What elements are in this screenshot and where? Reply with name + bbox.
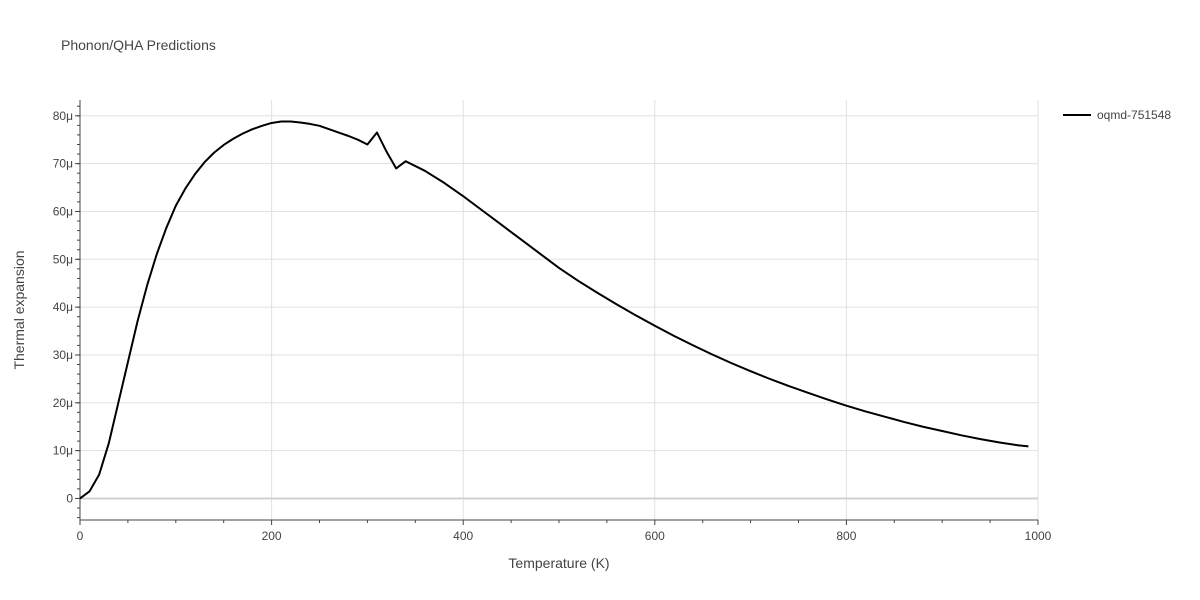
chart-title: Phonon/QHA Predictions [61,37,216,53]
y-tick-label: 80μ [53,109,73,123]
y-axis-title: Thermal expansion [11,250,27,369]
x-tick-label: 1000 [1025,529,1052,543]
y-tick-label: 30μ [53,348,73,362]
y-tick-label: 60μ [53,204,73,218]
plot-area [79,120,1029,500]
x-tick-label: 800 [836,529,856,543]
series-line[interactable] [79,120,1029,500]
legend[interactable]: oqmd-751548 [1063,108,1171,122]
y-tick-label: 50μ [53,252,73,266]
legend-label: oqmd-751548 [1097,108,1171,122]
x-tick-label: 600 [645,529,665,543]
y-tick-label: 20μ [53,396,73,410]
axes: 0 200 400 600 800 1000 0 10μ 20μ 30μ 40μ 50μ 60μ 70μ 8… [53,100,1052,543]
grid [80,100,1039,520]
y-tick-label: 0 [66,491,73,505]
x-axis-title: Temperature (K) [508,555,609,571]
y-tick-label: 40μ [53,300,73,314]
x-tick-label: 400 [453,529,473,543]
y-tick-label: 70μ [53,157,73,171]
y-tick-label: 10μ [53,444,73,458]
x-tick-label: 0 [77,529,84,543]
x-tick-label: 200 [262,529,282,543]
